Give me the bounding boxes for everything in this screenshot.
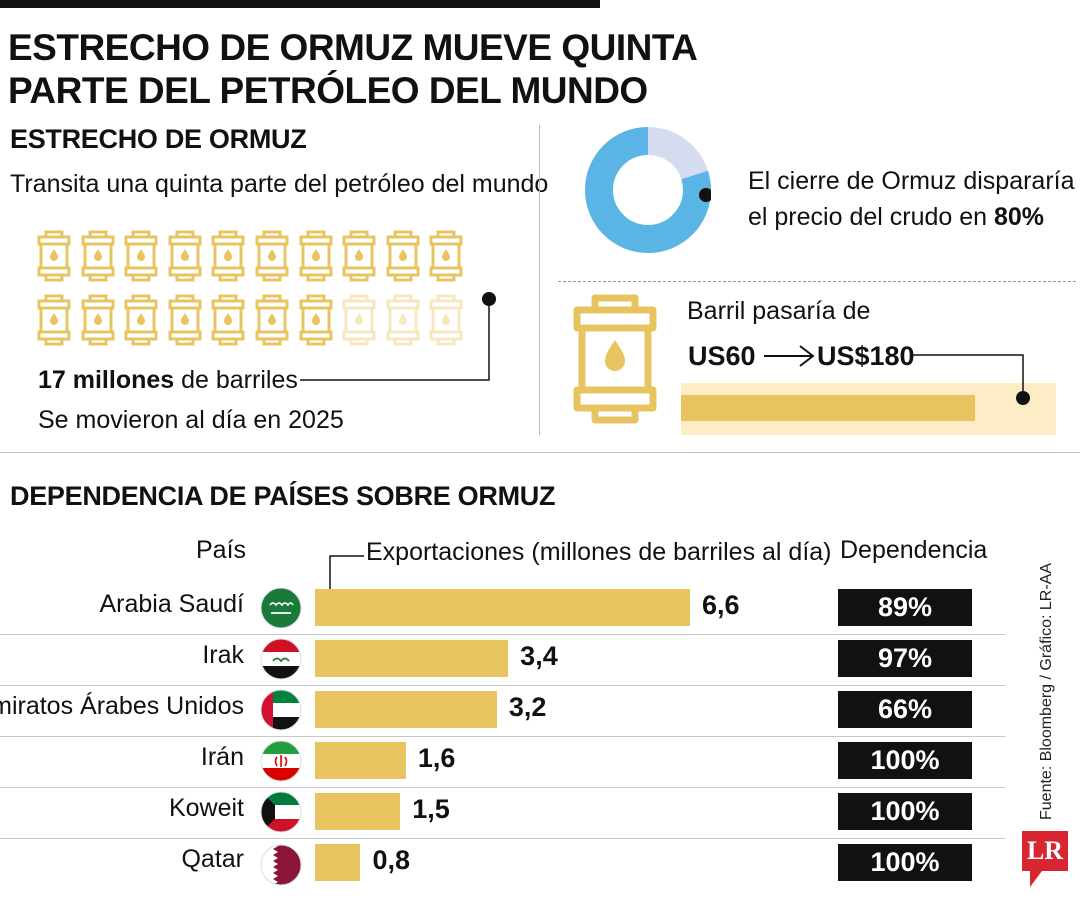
price-bar-fill [681, 395, 975, 421]
price-arrow-icon [764, 345, 815, 367]
barrel-icon [255, 294, 289, 346]
price-connector [910, 354, 1030, 405]
page-title: ESTRECHO DE ORMUZ MUEVE QUINTA PARTE DEL… [8, 26, 698, 112]
country-label: Emiratos Árabes Unidos [0, 692, 244, 720]
barrel-icon [168, 230, 202, 282]
export-value-label: 1,5 [412, 794, 450, 824]
barrel-icon [386, 230, 420, 282]
barrel-icon [37, 230, 71, 282]
row-divider [0, 634, 1005, 635]
price-from: US60 [688, 341, 756, 371]
export-value-label: 3,2 [508, 692, 547, 722]
ormuz-heading: ESTRECHO DE ORMUZ [10, 124, 307, 154]
row-divider [0, 787, 1005, 788]
closure-line-2-text: el precio del crudo en [748, 203, 994, 231]
row-divider [0, 736, 1005, 737]
barrel-icon [168, 294, 202, 346]
export-bar [315, 844, 361, 881]
col-header-exports: Exportaciones (millones de barriles al d… [366, 538, 832, 566]
export-bar [315, 640, 509, 677]
row-divider [0, 685, 1005, 686]
flag-uae-icon [260, 689, 302, 731]
closure-line-2: el precio del crudo en 80% [748, 199, 1075, 235]
barrel-icon [386, 294, 420, 346]
export-value-label: 1,6 [417, 743, 456, 773]
col-header-country: País [196, 536, 247, 564]
barrels-connector [300, 292, 496, 381]
closure-text: El cierre de Ormuz dispararía el precio … [748, 163, 1075, 235]
barrel-icon [299, 230, 333, 282]
dependency-badge: 89% [838, 589, 972, 626]
barrel-icon [255, 230, 289, 282]
donut-value-arc [585, 127, 711, 253]
export-value-label: 6,6 [702, 590, 740, 620]
lr-logo [1022, 831, 1068, 887]
export-value-label: 3,4 [520, 641, 558, 671]
donut-pointer-dot [699, 188, 711, 202]
section-divider-vertical [539, 125, 540, 435]
country-label: Arabia Saudí [99, 590, 244, 618]
col-header-dependency: Dependencia [840, 536, 988, 564]
barrel-icon [429, 230, 463, 282]
barrel-icon [81, 294, 115, 346]
closure-donut [585, 127, 711, 253]
row-divider [0, 838, 1005, 839]
export-bar [315, 742, 406, 779]
section-divider-dashed [558, 281, 1076, 282]
lr-logo-text: LR [1026, 836, 1064, 865]
flag-saudi-arabia-icon [260, 587, 302, 629]
page-title-line-2: PARTE DEL PETRÓLEO DEL MUNDO [8, 70, 648, 111]
closure-line-1: El cierre de Ormuz dispararía [748, 167, 1075, 195]
source-credit: Fuente: Bloomberg / Gráfico: LR-AA [1038, 563, 1055, 820]
country-label: Koweit [168, 794, 244, 822]
export-bar [315, 793, 401, 830]
dependency-badge: 97% [838, 640, 972, 677]
page-title-line-1: ESTRECHO DE ORMUZ MUEVE QUINTA [8, 27, 698, 68]
dependency-badge: 100% [838, 742, 972, 779]
barrels-moved: Se movieron al día en 2025 [38, 406, 344, 434]
barrel-icon [429, 294, 463, 346]
big-barrel-icon [573, 294, 657, 424]
barrel-icon [81, 230, 115, 282]
dependency-badge: 100% [838, 793, 972, 830]
country-label: Irán [200, 743, 244, 771]
price-label: Barril pasaría de [687, 297, 871, 325]
flag-iran-icon [260, 740, 302, 782]
export-bar [315, 691, 497, 728]
barrel-icon [299, 294, 333, 346]
price-to: US$180 [817, 341, 915, 371]
barrel-icon [342, 294, 376, 346]
dependency-badge: 66% [838, 691, 972, 728]
barrels-count-rest: de barriles [174, 366, 298, 394]
country-label: Irak [202, 641, 244, 669]
barrel-icon [37, 294, 71, 346]
top-rule [0, 0, 600, 8]
barrel-icon [124, 294, 158, 346]
export-bar [315, 589, 690, 626]
dependency-heading: DEPENDENCIA DE PAÍSES SOBRE ORMUZ [10, 481, 556, 511]
barrel-icon [211, 294, 245, 346]
barrel-icon [124, 230, 158, 282]
barrels-count: 17 millones de barriles [38, 366, 298, 395]
flag-qatar-icon [260, 844, 302, 886]
barrel-icon [211, 230, 245, 282]
section-divider-horizontal [0, 452, 1080, 453]
ormuz-subtitle: Transita una quinta parte del petróleo d… [10, 170, 549, 198]
barrels-count-bold: 17 millones [38, 366, 175, 394]
flag-iraq-icon [260, 638, 302, 680]
flag-kuwait-icon [260, 791, 302, 833]
barrel-icon [342, 230, 376, 282]
export-value-label: 0,8 [372, 845, 410, 875]
country-label: Qatar [181, 845, 244, 873]
dependency-badge: 100% [838, 844, 972, 881]
closure-percent: 80% [993, 203, 1045, 231]
